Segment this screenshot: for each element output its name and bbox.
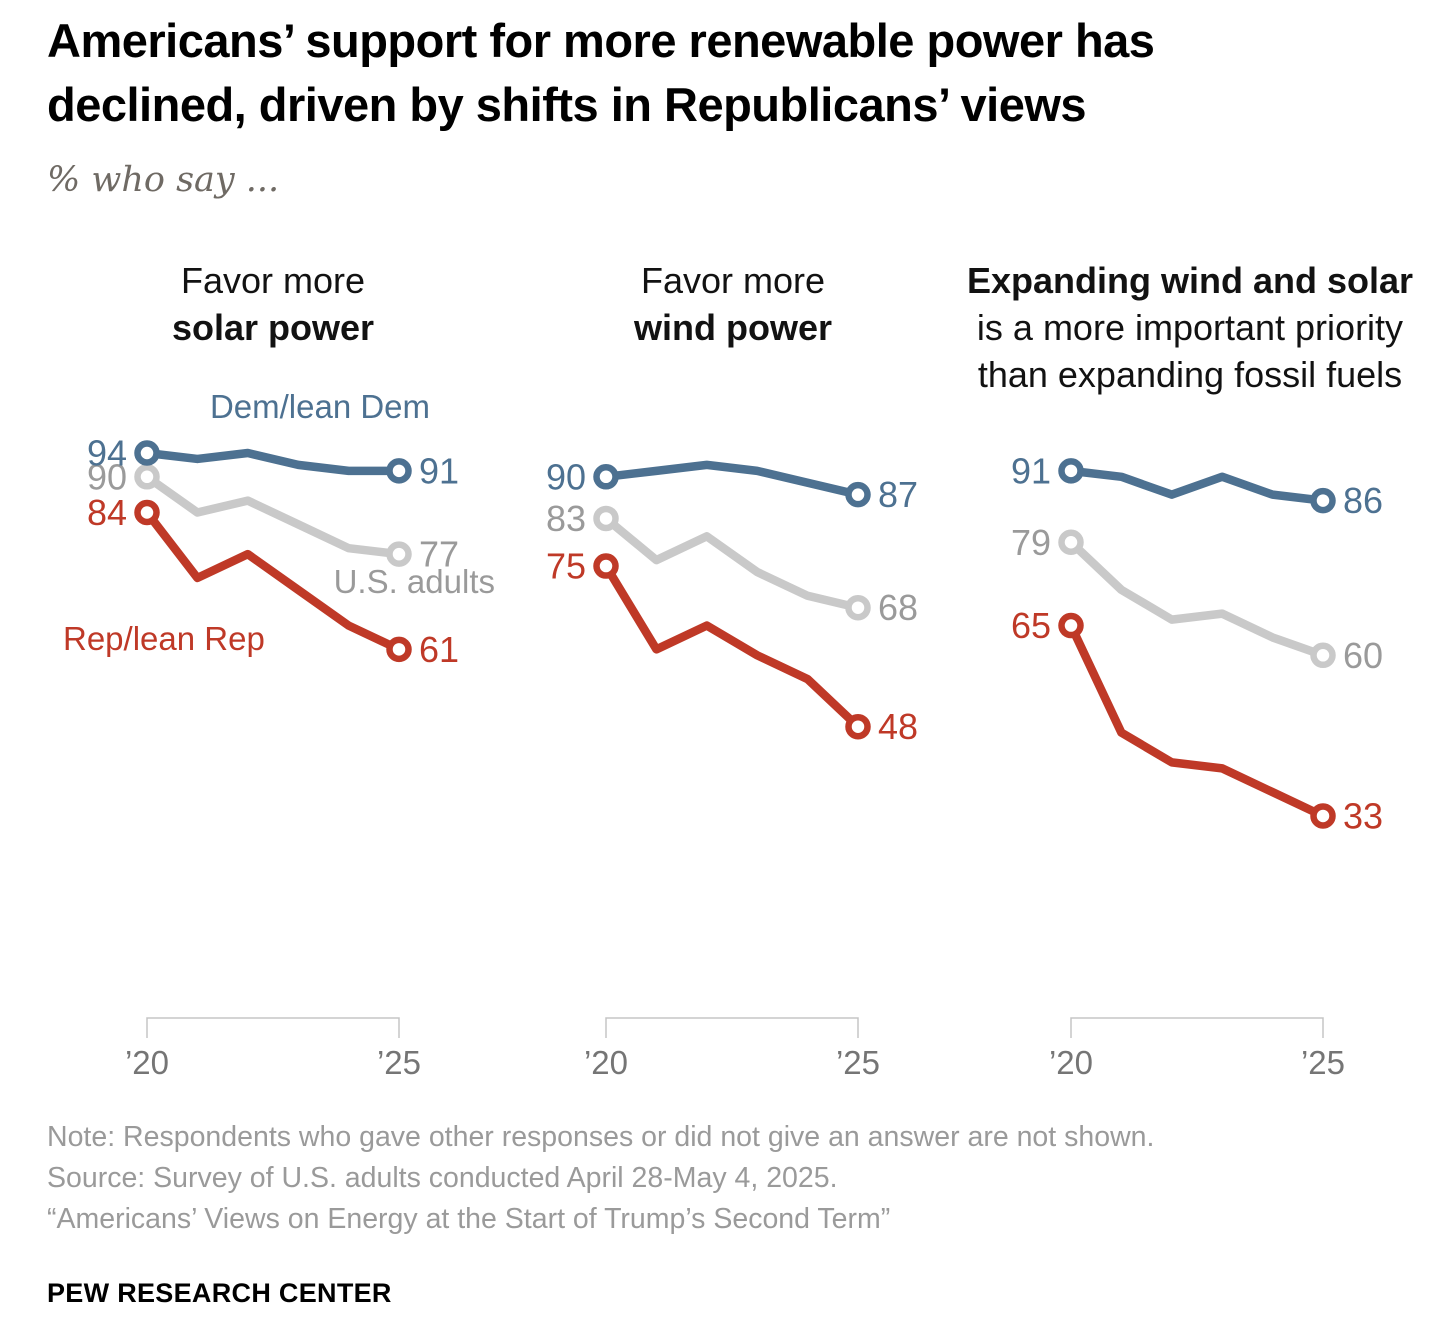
marker-dem-wind — [845, 481, 871, 508]
chart-footer: Note: Respondents who gave other respons… — [47, 1117, 1154, 1240]
panel-title-priority: Expanding wind and solar is a more impor… — [957, 257, 1423, 398]
line-us-priority — [1068, 539, 1325, 660]
value-label-start-dem-solar: 94 — [87, 433, 127, 474]
panel-title-priority-line-3: than expanding fossil fuels — [977, 354, 1403, 395]
value-label-start-dem-wind: 90 — [546, 456, 586, 497]
line-us-solar — [144, 473, 400, 559]
panel-title-priority-line-1: Expanding wind and solar — [966, 260, 1414, 301]
line-us-wind — [603, 515, 859, 612]
value-label-start-us-wind: 83 — [546, 498, 586, 539]
panel-title-solar-line-2: solar power — [171, 307, 375, 348]
marker-rep-wind — [593, 553, 619, 579]
x-axis-bracket-solar — [146, 1017, 400, 1038]
value-label-start-rep-priority: 65 — [1011, 605, 1051, 646]
page-title: Americans’ support for more renewable po… — [47, 9, 1155, 137]
quote-text: “Americans’ Views on Energy at the Start… — [47, 1203, 891, 1235]
marker-dem-priority — [1058, 458, 1084, 484]
marker-us-solar — [386, 541, 412, 567]
marker-rep-priority — [1058, 612, 1084, 639]
marker-dem-priority — [1310, 487, 1336, 514]
value-label-start-rep-solar: 84 — [87, 492, 127, 533]
value-label-end-rep-wind: 48 — [878, 706, 918, 747]
panel-title-solar: Favor more solar power — [123, 257, 423, 351]
marker-us-priority — [1058, 529, 1084, 555]
marker-rep-solar — [134, 499, 160, 526]
marker-dem-solar — [134, 440, 160, 466]
value-label-end-dem-wind: 87 — [878, 474, 918, 515]
line-dem-priority — [1070, 466, 1324, 505]
series-label-rep: Rep/lean Rep — [63, 620, 265, 657]
marker-rep-wind — [845, 713, 871, 740]
page-title-line-1: Americans’ support for more renewable po… — [47, 14, 1155, 67]
x-axis-tick-label-end-wind: ’25 — [836, 1044, 880, 1081]
marker-us-solar — [134, 464, 160, 490]
x-axis-tick-label-end-solar: ’25 — [377, 1044, 421, 1081]
series-label-dem: Dem/lean Dem — [209, 388, 431, 425]
value-label-end-us-priority: 60 — [1343, 635, 1383, 676]
note-text: Note: Respondents who gave other respons… — [47, 1121, 1155, 1153]
marker-us-wind — [845, 594, 871, 621]
marker-us-wind — [593, 505, 619, 532]
line-dem-wind — [605, 460, 859, 499]
value-label-start-us-priority: 79 — [1011, 522, 1051, 563]
x-axis-tick-label-start-priority: ’20 — [1049, 1044, 1093, 1081]
panel-title-wind: Favor more wind power — [583, 257, 883, 351]
panel-title-solar-line-1: Favor more — [180, 260, 366, 301]
series-label-us-adults: U.S. adults — [333, 563, 495, 600]
value-label-end-rep-solar: 61 — [419, 629, 459, 670]
value-label-end-us-wind: 68 — [878, 587, 918, 628]
line-dem-solar — [146, 448, 399, 476]
brand-pew-research-center: PEW RESEARCH CENTER — [47, 1278, 392, 1308]
marker-rep-priority — [1310, 803, 1336, 829]
x-axis-tick-label-start-wind: ’20 — [584, 1044, 628, 1081]
line-rep-priority — [1067, 623, 1325, 820]
marker-us-priority — [1310, 642, 1336, 669]
page-title-line-2: declined, driven by shifts in Republican… — [47, 78, 1087, 131]
value-label-start-dem-priority: 91 — [1011, 450, 1051, 491]
x-axis-bracket-wind — [605, 1017, 859, 1038]
value-label-start-us-solar: 90 — [87, 456, 127, 497]
value-label-start-rep-wind: 75 — [546, 546, 586, 587]
line-rep-wind — [602, 563, 861, 730]
value-label-end-dem-solar: 91 — [419, 450, 459, 491]
source-text: Source: Survey of U.S. adults conducted … — [47, 1162, 838, 1194]
value-label-end-dem-priority: 86 — [1343, 480, 1383, 521]
x-axis-tick-label-end-priority: ’25 — [1301, 1044, 1345, 1081]
x-axis-bracket-priority — [1070, 1017, 1324, 1038]
marker-dem-solar — [386, 458, 412, 484]
chart-subtitle: % who say ... — [47, 160, 280, 200]
panel-title-wind-line-2: wind power — [634, 307, 832, 348]
x-axis-tick-label-start-solar: ’20 — [125, 1044, 169, 1081]
value-label-end-rep-priority: 33 — [1343, 795, 1383, 836]
panel-title-priority-line-2: is a more important priority — [976, 307, 1404, 348]
marker-rep-solar — [386, 636, 412, 663]
panel-title-wind-line-1: Favor more — [640, 260, 826, 301]
marker-dem-wind — [593, 464, 619, 490]
